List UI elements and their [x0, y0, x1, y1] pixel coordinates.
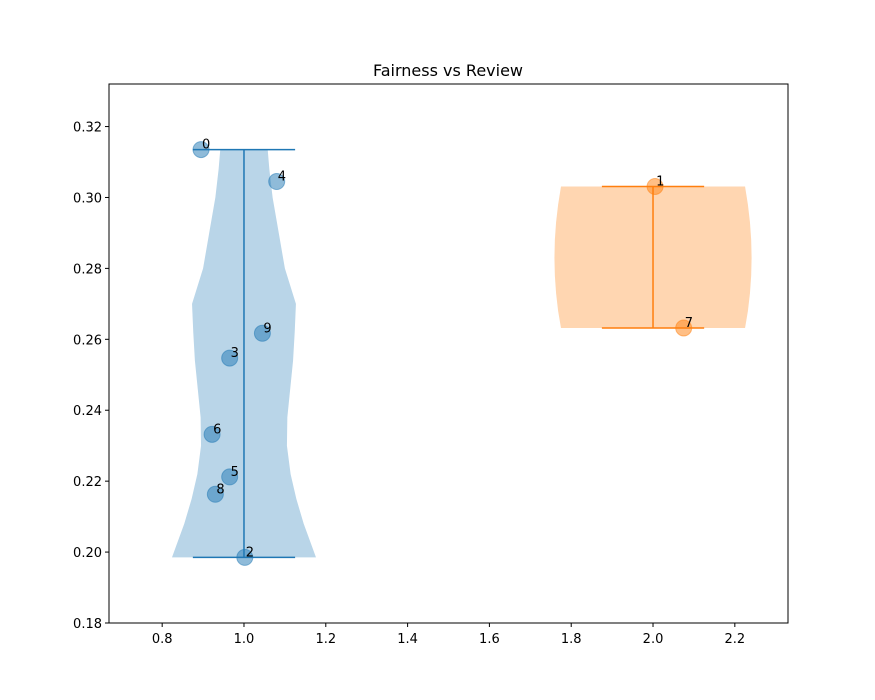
point-label-2: 2 — [246, 545, 254, 560]
y-tick-label-0: 0.18 — [73, 617, 102, 632]
point-label-7: 7 — [685, 316, 693, 331]
point-5 — [221, 468, 239, 486]
x-tick-label-7: 2.2 — [724, 632, 745, 647]
chart-title: Fairness vs Review — [373, 61, 523, 80]
x-tick-label-1: 1.0 — [234, 632, 255, 647]
point-7 — [675, 319, 693, 337]
x-tick-label-3: 1.4 — [397, 632, 418, 647]
x-tick-label-2: 1.2 — [315, 632, 336, 647]
y-tick-label-7: 0.32 — [73, 121, 102, 136]
y-tick-label-2: 0.22 — [73, 475, 102, 490]
violins — [171, 148, 752, 559]
point-6 — [203, 425, 221, 443]
y-tick-label-1: 0.20 — [73, 546, 102, 561]
y-tick-label-3: 0.24 — [73, 404, 102, 419]
point-8 — [206, 485, 224, 503]
y-axis: 0.18 0.20 0.22 0.24 0.26 0.28 0.30 0.32 — [73, 121, 109, 632]
point-label-3: 3 — [231, 346, 239, 361]
plot-frame — [108, 83, 789, 624]
point-label-0: 0 — [202, 138, 210, 153]
point-2 — [236, 548, 254, 566]
point-4 — [268, 173, 286, 191]
point-label-4: 4 — [278, 170, 286, 185]
point-label-6: 6 — [213, 422, 221, 437]
point-label-1: 1 — [656, 174, 664, 189]
points: 0 4 9 3 6 58 2 1 7 — [192, 138, 693, 566]
point-label-9: 9 — [263, 321, 271, 336]
point-1 — [646, 177, 664, 195]
point-3 — [221, 349, 239, 367]
point-label-8: 8 — [216, 482, 224, 497]
point-label-5: 5 — [231, 465, 239, 480]
point-0 — [192, 141, 210, 159]
point-9 — [253, 324, 271, 342]
x-tick-label-4: 1.6 — [479, 632, 500, 647]
x-tick-label-5: 1.8 — [561, 632, 582, 647]
y-tick-label-4: 0.26 — [73, 333, 102, 348]
y-tick-label-6: 0.30 — [73, 191, 102, 206]
x-axis: 0.8 1.0 1.2 1.4 1.6 1.8 2.0 2.2 — [152, 623, 745, 647]
x-tick-label-0: 0.8 — [152, 632, 173, 647]
y-tick-label-5: 0.28 — [73, 262, 102, 277]
x-tick-label-6: 2.0 — [643, 632, 664, 647]
